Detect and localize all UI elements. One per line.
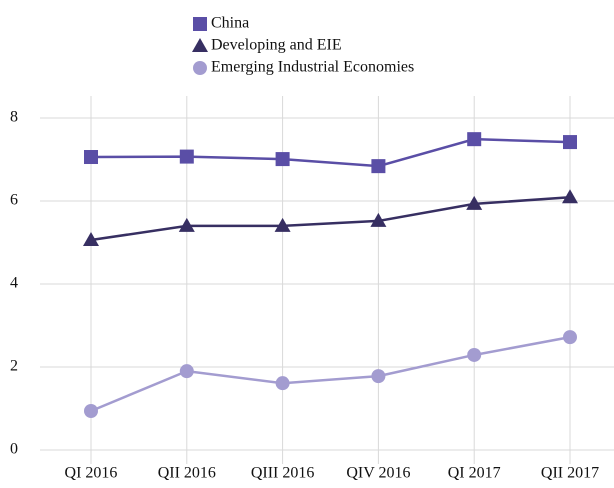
series-line [90,335,571,413]
legend-marker [193,61,207,75]
data-point [562,189,578,204]
data-point [83,232,99,247]
legend-marker [193,17,207,31]
data-point [275,376,290,391]
data-point [84,150,98,165]
y-tick-label: 6 [10,192,18,209]
x-tick-label: QII 2016 [158,465,216,482]
data-point [274,217,291,232]
series-line [90,196,571,242]
data-point [179,364,194,379]
legend-marker [192,38,208,52]
data-point [466,195,483,210]
data-point [563,330,577,345]
y-tick-label: 8 [10,109,18,126]
x-tick-label: QI 2016 [65,465,118,482]
data-point [371,159,386,174]
data-point [371,369,386,384]
data-point [275,152,290,167]
legend-label: Emerging Industrial Economies [211,59,414,76]
data-point [467,347,482,362]
data-point [467,132,482,147]
data-point [178,217,195,232]
data-point [179,149,194,164]
legend-label: China [211,15,249,32]
y-tick-label: 2 [10,358,18,375]
legend-label: Developing and EIE [211,37,342,54]
x-tick-label: QIII 2016 [251,465,315,482]
data-point [370,212,387,227]
data-point [563,135,577,150]
y-tick-label: 4 [10,275,18,292]
series-line [90,137,571,168]
x-tick-label: QI 2017 [448,465,501,482]
y-tick-label: 0 [10,441,18,458]
data-point [84,403,98,418]
x-tick-label: QIV 2016 [346,465,410,482]
x-tick-label: QII 2017 [541,465,599,482]
